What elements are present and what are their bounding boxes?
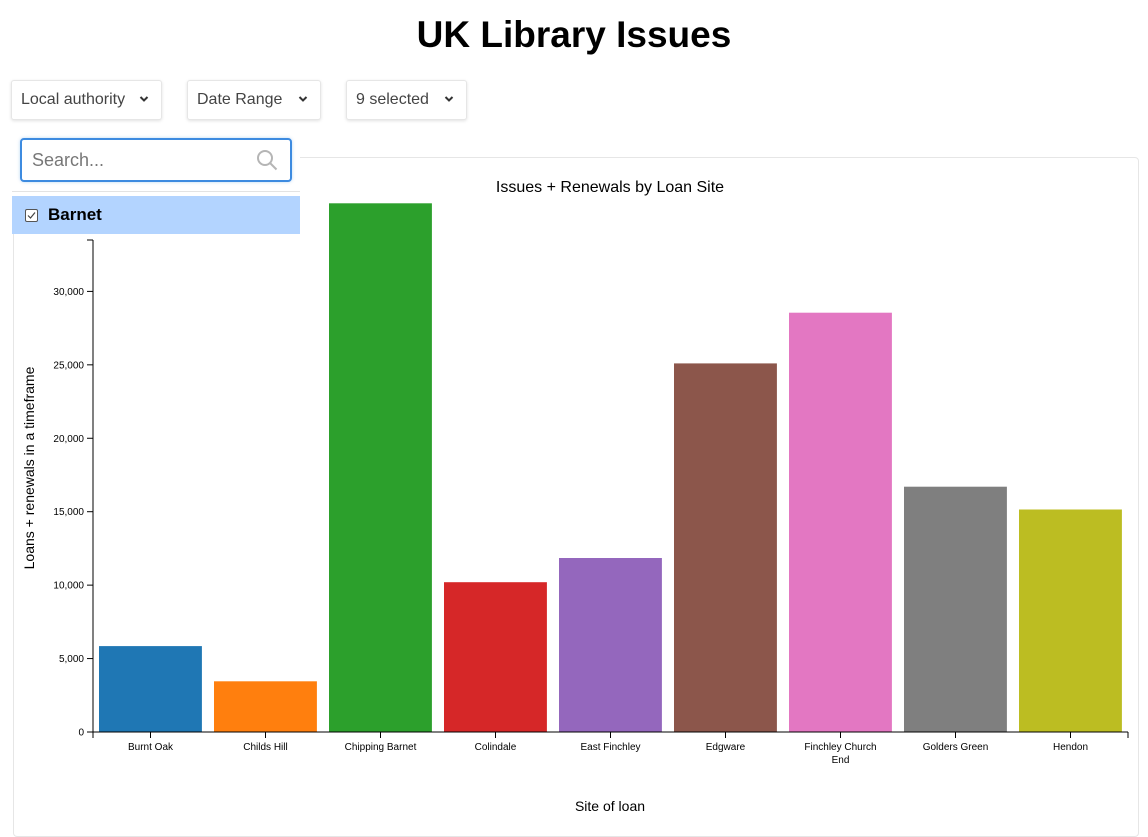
bar[interactable] [559,558,662,732]
y-axis-label: Loans + renewals in a timeframe [21,366,37,569]
x-tick-label: Colindale [475,742,517,753]
bar[interactable] [444,582,547,732]
y-tick-label: 5,000 [59,654,84,665]
search-input[interactable] [32,148,242,172]
local-authority-popup: Barnet [12,130,300,234]
chevron-down-icon [139,96,149,102]
authority-option-label: Barnet [48,205,102,224]
bar[interactable] [789,312,892,732]
search-icon [257,150,278,171]
bar[interactable] [99,646,202,732]
chevron-down-icon [298,96,308,102]
x-tick-label: Finchley Church End [804,742,876,766]
x-tick-label: East Finchley [580,742,640,753]
x-tick-label: Chipping Barnet [345,742,417,753]
bar[interactable] [329,203,432,733]
y-tick-label: 15,000 [53,507,84,518]
y-tick-label: 20,000 [53,434,84,445]
x-tick-label: Burnt Oak [128,742,174,753]
x-tick-label: Childs Hill [243,742,287,753]
x-axis-label: Site of loan [575,798,645,814]
search-field[interactable] [20,138,292,182]
bar[interactable] [674,363,777,732]
x-tick-label: Edgware [706,742,746,753]
date-range-label: Date Range [197,91,283,108]
local-authority-label: Local authority [21,91,126,108]
y-tick-label: 30,000 [53,287,84,298]
x-tick-label: Golders Green [923,742,989,753]
chevron-down-icon [444,96,454,102]
checkbox-checked-icon[interactable] [25,208,38,222]
page-title: UK Library Issues [416,14,732,55]
x-tick-label: Hendon [1053,742,1088,753]
y-tick-label: 0 [78,728,84,739]
chart-title: Issues + Renewals by Loan Site [496,179,724,196]
authority-option-barnet[interactable]: Barnet [12,196,300,234]
y-tick-label: 25,000 [53,360,84,371]
bar[interactable] [904,486,1007,732]
sites-selected-label: 9 selected [356,91,429,108]
popup-divider [12,191,300,192]
local-authority-dropdown[interactable]: Local authority [11,80,162,120]
bar[interactable] [1019,509,1122,733]
bar[interactable] [214,681,317,732]
sites-dropdown[interactable]: 9 selected [346,80,467,120]
date-range-dropdown[interactable]: Date Range [187,80,321,120]
y-tick-label: 10,000 [53,581,84,592]
